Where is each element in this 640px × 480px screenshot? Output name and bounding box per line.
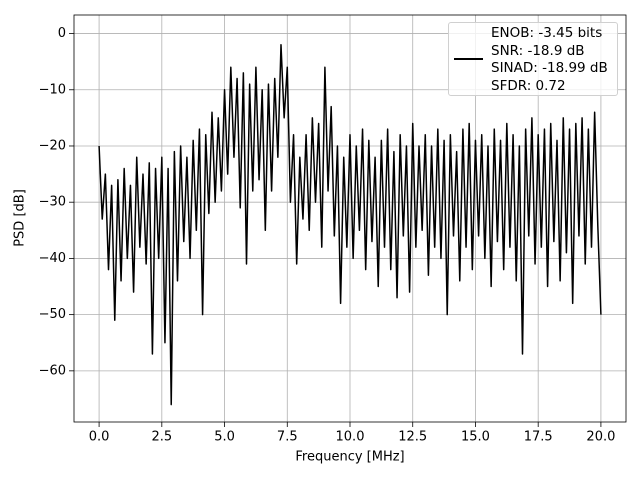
x-tick-label: 5.0 — [214, 430, 235, 445]
y-tick-label: −10 — [39, 82, 66, 97]
y-tick-label: −20 — [39, 138, 66, 153]
legend: ENOB: -3.45 bits SNR: -18.9 dB SINAD: -1… — [448, 22, 618, 96]
x-tick-label: 7.5 — [277, 430, 298, 445]
x-tick-label: 17.5 — [524, 430, 553, 445]
x-tick-label: 20.0 — [586, 430, 615, 445]
legend-label: ENOB: -3.45 bits SNR: -18.9 dB SINAD: -1… — [491, 25, 608, 94]
x-tick-label: 2.5 — [151, 430, 172, 445]
y-tick-label: −60 — [39, 363, 66, 378]
plot-frame — [73, 14, 627, 423]
x-tick-label: 10.0 — [336, 430, 365, 445]
psd-line — [98, 44, 602, 406]
y-tick-label: −50 — [39, 307, 66, 322]
x-axis-label: Frequency [MHz] — [295, 450, 404, 465]
y-tick-label: −30 — [39, 195, 66, 210]
y-axis-label: PSD [dB] — [13, 189, 28, 247]
y-tick-label: −40 — [39, 251, 66, 266]
x-tick-label: 12.5 — [398, 430, 427, 445]
y-tick-label: 0 — [58, 26, 66, 41]
x-tick-label: 0.0 — [89, 430, 110, 445]
legend-handle — [454, 58, 483, 60]
x-tick-label: 15.0 — [461, 430, 490, 445]
